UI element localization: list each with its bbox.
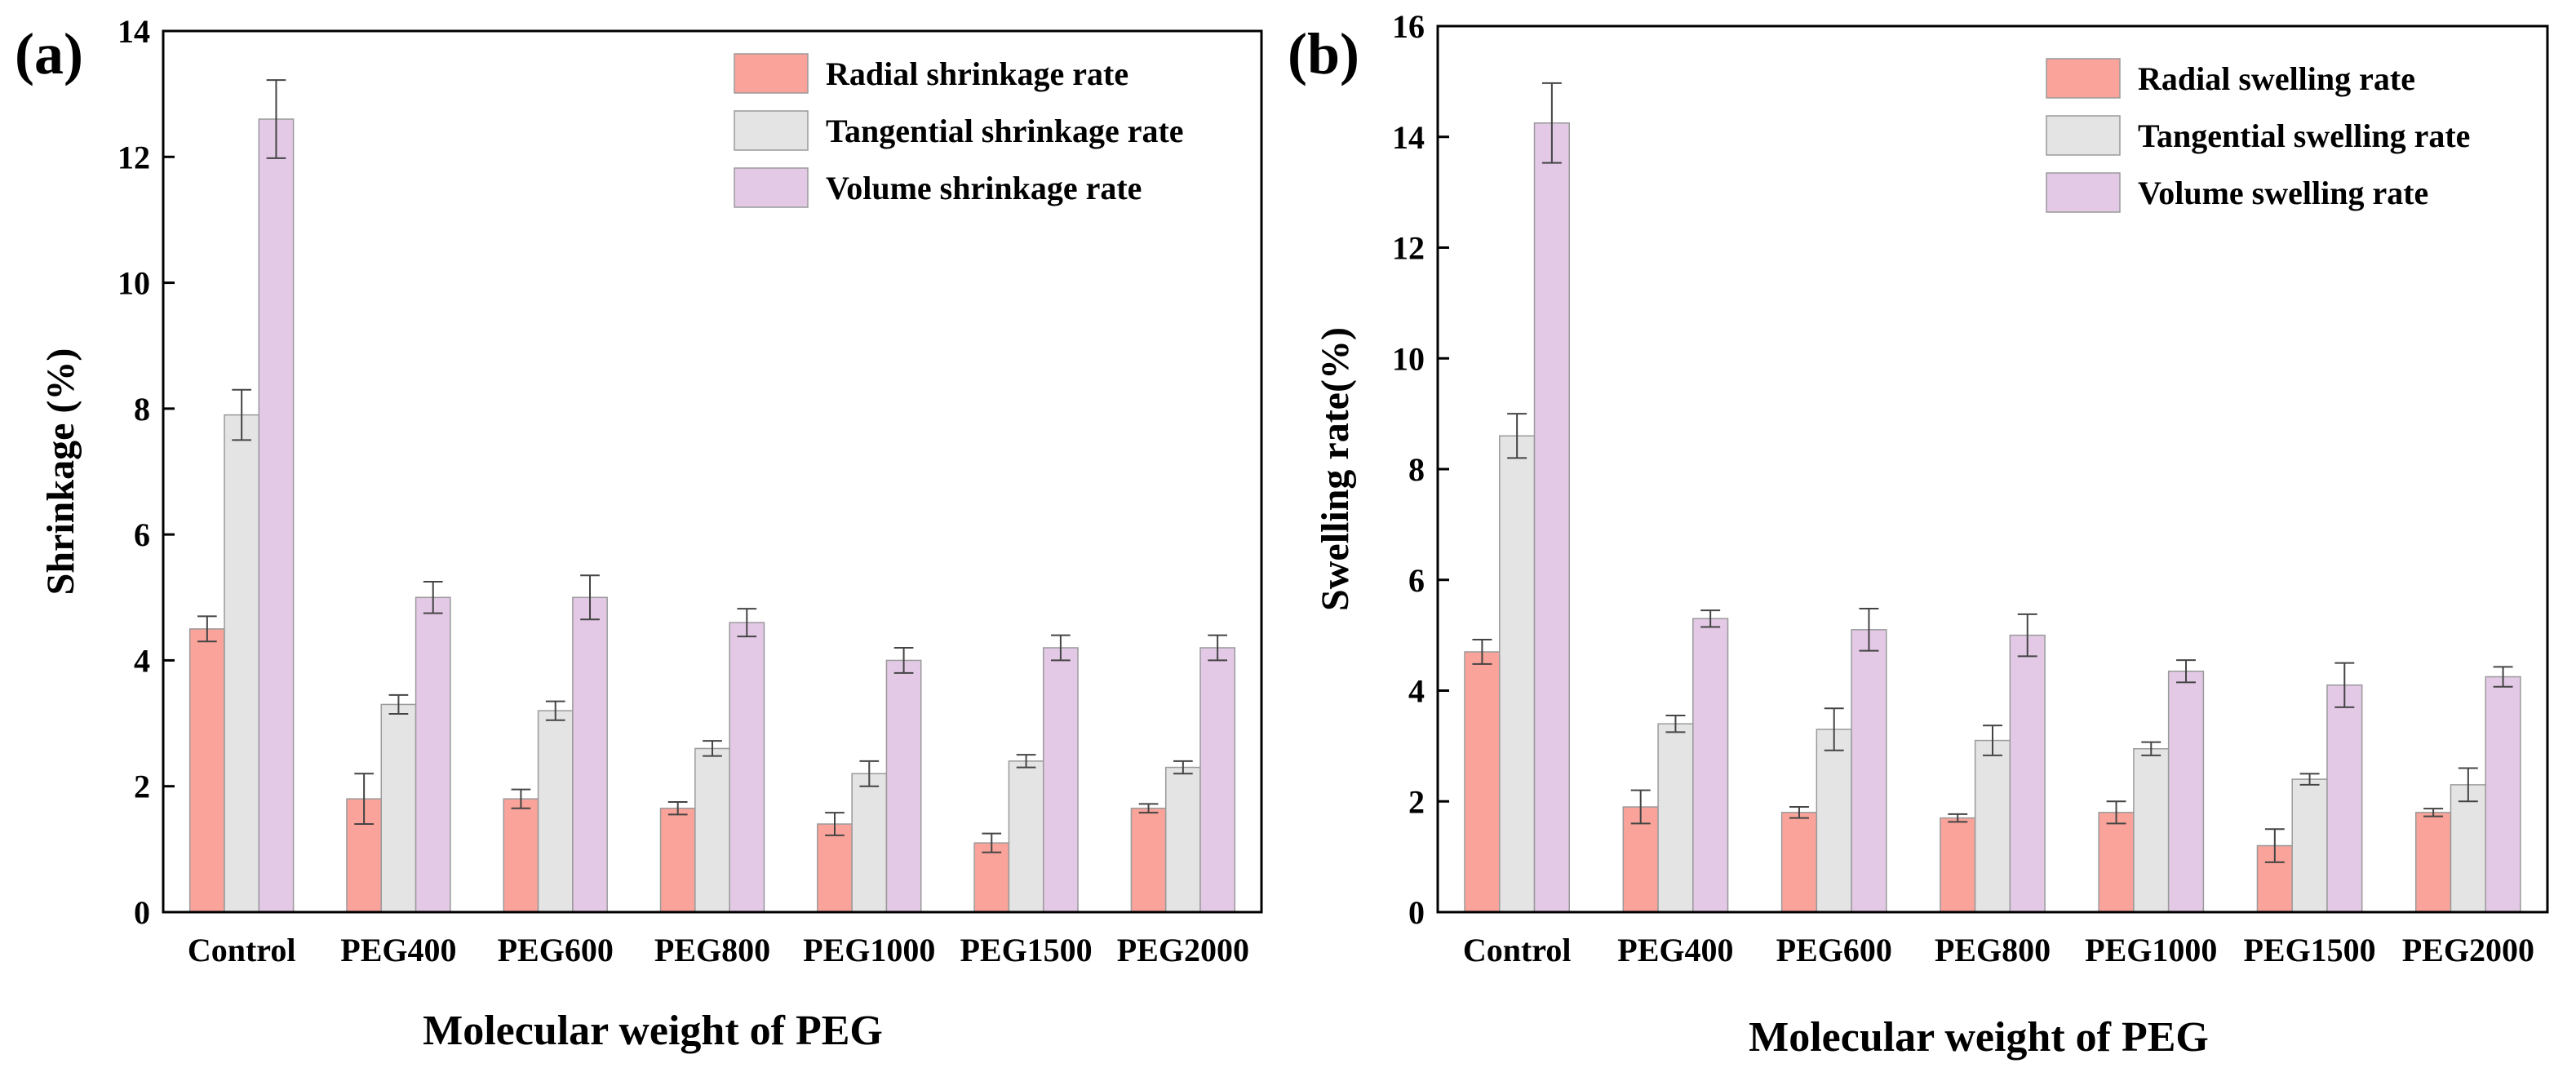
- y-tick-label: 12: [1392, 230, 1425, 267]
- bar: [258, 118, 295, 913]
- panel-letter: (b): [1288, 21, 1359, 86]
- x-tick-label: PEG800: [1935, 932, 2051, 968]
- bar: [885, 659, 922, 913]
- x-tick-label: PEG2000: [1117, 932, 1249, 968]
- x-tick-label: PEG1500: [2243, 932, 2375, 968]
- legend-label: Tangential shrinkage rate: [826, 113, 1184, 149]
- x-axis-label: Molecular weight of PEG: [1749, 1014, 2209, 1061]
- bar: [1816, 729, 1852, 913]
- bar: [1199, 647, 1236, 913]
- y-tick-label: 10: [1392, 340, 1425, 377]
- legend-label: Radial swelling rate: [2138, 60, 2415, 97]
- y-tick-label: 2: [134, 769, 150, 805]
- bar: [2291, 778, 2328, 913]
- bar: [2450, 784, 2486, 913]
- bar: [2009, 634, 2046, 913]
- x-tick-label: Control: [188, 932, 296, 968]
- y-tick-label: 0: [1408, 894, 1425, 931]
- bar: [1499, 435, 1536, 913]
- panel-a: (a) 0 2 4 6 8 10 12 14 Control PEG400 PEG600 PEG800 P…: [15, 13, 1263, 1054]
- y-tick-label: 8: [1408, 451, 1425, 488]
- bar: [2098, 812, 2135, 913]
- bar: [851, 773, 888, 913]
- y-tick-label: 6: [134, 516, 150, 553]
- y-tick-label: 12: [117, 139, 150, 175]
- legend-swatch: [2046, 115, 2121, 156]
- legend-swatch: [2046, 58, 2121, 99]
- y-tick-label: 8: [134, 391, 150, 428]
- bar: [572, 596, 608, 913]
- legend-swatch: [734, 110, 809, 151]
- legend-swatch: [2046, 172, 2121, 213]
- bar: [224, 414, 260, 913]
- plot-frame: [162, 29, 1263, 914]
- panel-b: (b) 0 2 4 6 8 10 12 14 16 Control PEG400 PEG600 PEG80…: [1288, 8, 2549, 1061]
- bar: [1940, 817, 1976, 913]
- y-tick-label: 2: [1408, 783, 1425, 820]
- x-tick-label: PEG1000: [2085, 932, 2217, 968]
- bar: [2326, 684, 2363, 913]
- bar: [1974, 739, 2011, 913]
- bar: [2485, 676, 2521, 913]
- legend-label: Volume swelling rate: [2138, 175, 2428, 211]
- legend-label: Radial shrinkage rate: [826, 55, 1128, 92]
- x-tick-label: PEG400: [340, 932, 456, 968]
- legend-swatch: [734, 53, 809, 94]
- x-tick-label: PEG400: [1617, 932, 1733, 968]
- bar: [188, 628, 225, 913]
- bar: [1164, 766, 1201, 913]
- legend-label: Tangential swelling rate: [2138, 117, 2470, 154]
- bar: [1008, 760, 1044, 913]
- bar: [2133, 748, 2170, 913]
- y-tick-label: 10: [117, 265, 150, 302]
- y-tick-label: 6: [1408, 562, 1425, 599]
- bar: [1851, 629, 1887, 913]
- y-tick-label: 4: [1408, 673, 1425, 710]
- x-tick-label: PEG600: [1776, 932, 1892, 968]
- bar: [415, 596, 451, 913]
- x-tick-label: PEG2000: [2402, 932, 2534, 968]
- y-tick-label: 14: [117, 13, 150, 50]
- bar: [1533, 122, 1571, 913]
- bar: [1464, 651, 1501, 913]
- bar: [2414, 812, 2452, 913]
- bar: [659, 807, 696, 913]
- y-tick-label: 16: [1392, 8, 1425, 45]
- bar: [694, 747, 730, 913]
- x-tick-label: PEG600: [498, 932, 614, 968]
- y-axis-label: Swelling rate(%): [1314, 327, 1357, 611]
- y-tick-label: 14: [1392, 119, 1425, 156]
- bar: [817, 823, 853, 913]
- y-tick-label: 4: [134, 642, 150, 679]
- x-tick-label: PEG800: [654, 932, 770, 968]
- bar: [1780, 812, 1818, 913]
- x-tick-label: Control: [1463, 932, 1572, 968]
- legend-swatch: [734, 167, 809, 208]
- bar: [537, 710, 574, 913]
- bar: [1130, 807, 1167, 913]
- bar: [1042, 647, 1079, 913]
- x-axis-label: Molecular weight of PEG: [423, 1008, 883, 1054]
- bar: [729, 622, 765, 913]
- bar: [2167, 670, 2205, 913]
- bar: [1692, 618, 1729, 913]
- bar: [503, 798, 539, 913]
- bar: [1657, 723, 1694, 913]
- bar: [973, 842, 1010, 913]
- x-tick-label: PEG1500: [960, 932, 1092, 968]
- panel-letter: (a): [15, 21, 83, 86]
- legend-label: Volume shrinkage rate: [826, 170, 1142, 206]
- x-tick-label: PEG1000: [803, 932, 935, 968]
- bar: [380, 703, 417, 913]
- y-tick-label: 0: [134, 894, 150, 931]
- y-axis-label: Shrinkage (%): [39, 348, 82, 596]
